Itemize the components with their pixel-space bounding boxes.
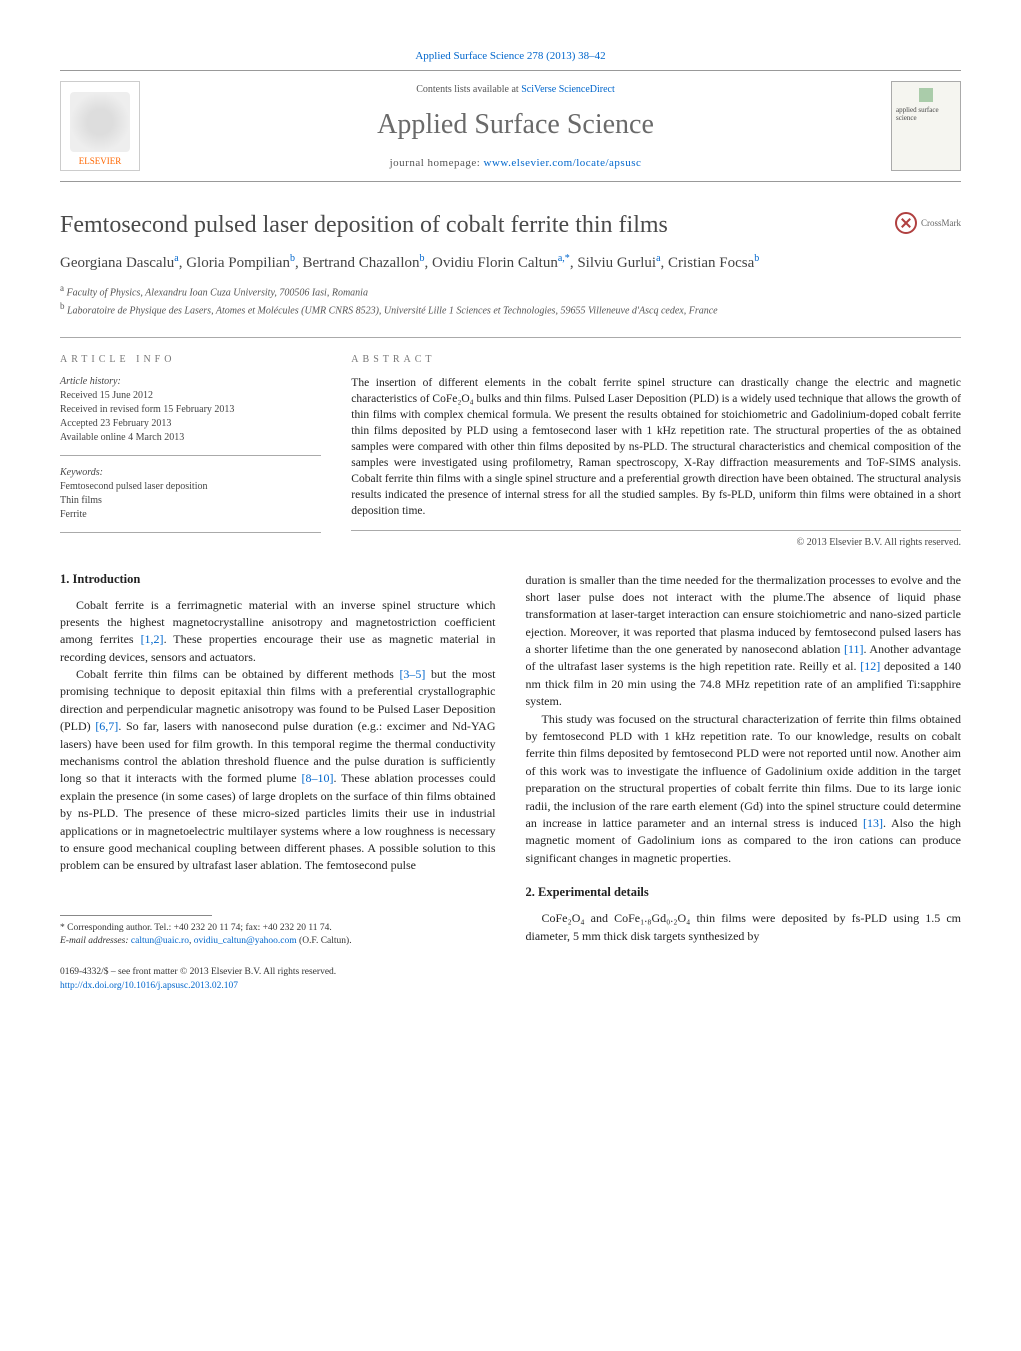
crossmark-icon (895, 212, 917, 234)
intro-p1: Cobalt ferrite is a ferrimagnetic materi… (60, 597, 496, 667)
ref-link[interactable]: [11] (844, 642, 864, 656)
title-row: Femtosecond pulsed laser deposition of c… (60, 212, 961, 239)
copyright-line: © 2013 Elsevier B.V. All rights reserved… (351, 537, 961, 548)
history-accepted: Accepted 23 February 2013 (60, 417, 321, 431)
ref-link[interactable]: [6,7] (95, 719, 118, 733)
elsevier-tree-icon (70, 92, 130, 152)
article-info-label: ARTICLE INFO (60, 354, 321, 365)
exp-p1: CoFe₂O₄ and CoFe₁.₈Gd₀.₂O₄ thin films we… (526, 910, 962, 945)
footnote-star: * Corresponding author. Tel.: +40 232 20… (60, 922, 496, 935)
journal-name: Applied Surface Science (160, 109, 871, 141)
article-title: Femtosecond pulsed laser deposition of c… (60, 212, 895, 239)
homepage-link[interactable]: www.elsevier.com/locate/apsusc (484, 157, 642, 169)
article-info-column: ARTICLE INFO Article history: Received 1… (60, 354, 321, 548)
sciencedirect-link[interactable]: SciVerse ScienceDirect (521, 84, 615, 95)
journal-banner: ELSEVIER Contents lists available at Sci… (60, 70, 961, 182)
intro-p2: Cobalt ferrite thin films can be obtaine… (60, 666, 496, 875)
doi-link[interactable]: http://dx.doi.org/10.1016/j.apsusc.2013.… (60, 981, 238, 991)
history-online: Available online 4 March 2013 (60, 431, 321, 445)
cover-text: applied surface science (896, 106, 956, 122)
contents-pre: Contents lists available at (416, 84, 521, 95)
abstract-text: The insertion of different elements in t… (351, 375, 961, 531)
article-history: Article history: Received 15 June 2012 R… (60, 375, 321, 456)
page-container: Applied Surface Science 278 (2013) 38–42… (0, 0, 1021, 1033)
affiliation-a: Faculty of Physics, Alexandru Ioan Cuza … (67, 287, 368, 298)
intro-heading: 1. Introduction (60, 572, 496, 587)
keyword: Ferrite (60, 508, 321, 522)
history-hdr: Article history: (60, 375, 321, 389)
body-columns: 1. Introduction Cobalt ferrite is a ferr… (60, 572, 961, 993)
cover-icon (919, 88, 933, 102)
intro-p2a: Cobalt ferrite thin films can be obtaine… (76, 667, 399, 681)
authors-line: Georgiana Dascalua, Gloria Pompilianb, B… (60, 253, 961, 272)
body-col-right: duration is smaller than the time needed… (526, 572, 962, 993)
email-link[interactable]: ovidiu_caltun@yahoo.com (194, 936, 297, 946)
body-col-left: 1. Introduction Cobalt ferrite is a ferr… (60, 572, 496, 993)
corresponding-footnote: * Corresponding author. Tel.: +40 232 20… (60, 922, 496, 949)
keywords-block: Keywords: Femtosecond pulsed laser depos… (60, 466, 321, 533)
abstract-label: ABSTRACT (351, 354, 961, 365)
crossmark-label: CrossMark (921, 218, 961, 228)
ref-link[interactable]: [8–10] (301, 771, 333, 785)
footer-block: 0169-4332/$ – see front matter © 2013 El… (60, 966, 496, 993)
affiliation-b: Laboratoire de Physique des Lasers, Atom… (67, 306, 718, 317)
keyword: Femtosecond pulsed laser deposition (60, 480, 321, 494)
history-revised: Received in revised form 15 February 201… (60, 403, 321, 417)
email-label: E-mail addresses: (60, 936, 131, 946)
journal-cover-thumb: applied surface science (891, 81, 961, 171)
ref-link[interactable]: [12] (860, 659, 880, 673)
publisher-name: ELSEVIER (79, 156, 122, 166)
ref-link[interactable]: [13] (863, 816, 883, 830)
publisher-logo: ELSEVIER (60, 81, 140, 171)
affiliations: a Faculty of Physics, Alexandru Ioan Cuz… (60, 282, 961, 319)
info-abstract-row: ARTICLE INFO Article history: Received 1… (60, 337, 961, 548)
crossmark-badge[interactable]: CrossMark (895, 212, 961, 234)
contents-line: Contents lists available at SciVerse Sci… (160, 84, 871, 95)
homepage-line: journal homepage: www.elsevier.com/locat… (160, 157, 871, 169)
history-received: Received 15 June 2012 (60, 389, 321, 403)
banner-center: Contents lists available at SciVerse Sci… (160, 84, 871, 169)
ref-link[interactable]: [3–5] (399, 667, 425, 681)
col2-p2a: This study was focused on the structural… (526, 712, 962, 830)
experimental-heading: 2. Experimental details (526, 885, 962, 900)
abstract-column: ABSTRACT The insertion of different elem… (351, 354, 961, 548)
journal-reference: Applied Surface Science 278 (2013) 38–42 (60, 50, 961, 62)
col2-p2: This study was focused on the structural… (526, 711, 962, 868)
keyword: Thin films (60, 494, 321, 508)
email-tail: (O.F. Caltun). (297, 936, 352, 946)
footnote-separator (60, 915, 212, 916)
homepage-pre: journal homepage: (390, 157, 484, 169)
ref-link[interactable]: [1,2] (141, 632, 164, 646)
email-link[interactable]: caltun@uaic.ro (131, 936, 189, 946)
intro-p2d: . These ablation processes could explain… (60, 771, 496, 872)
front-matter-line: 0169-4332/$ – see front matter © 2013 El… (60, 966, 496, 979)
col2-p1: duration is smaller than the time needed… (526, 572, 962, 711)
keywords-hdr: Keywords: (60, 466, 321, 480)
